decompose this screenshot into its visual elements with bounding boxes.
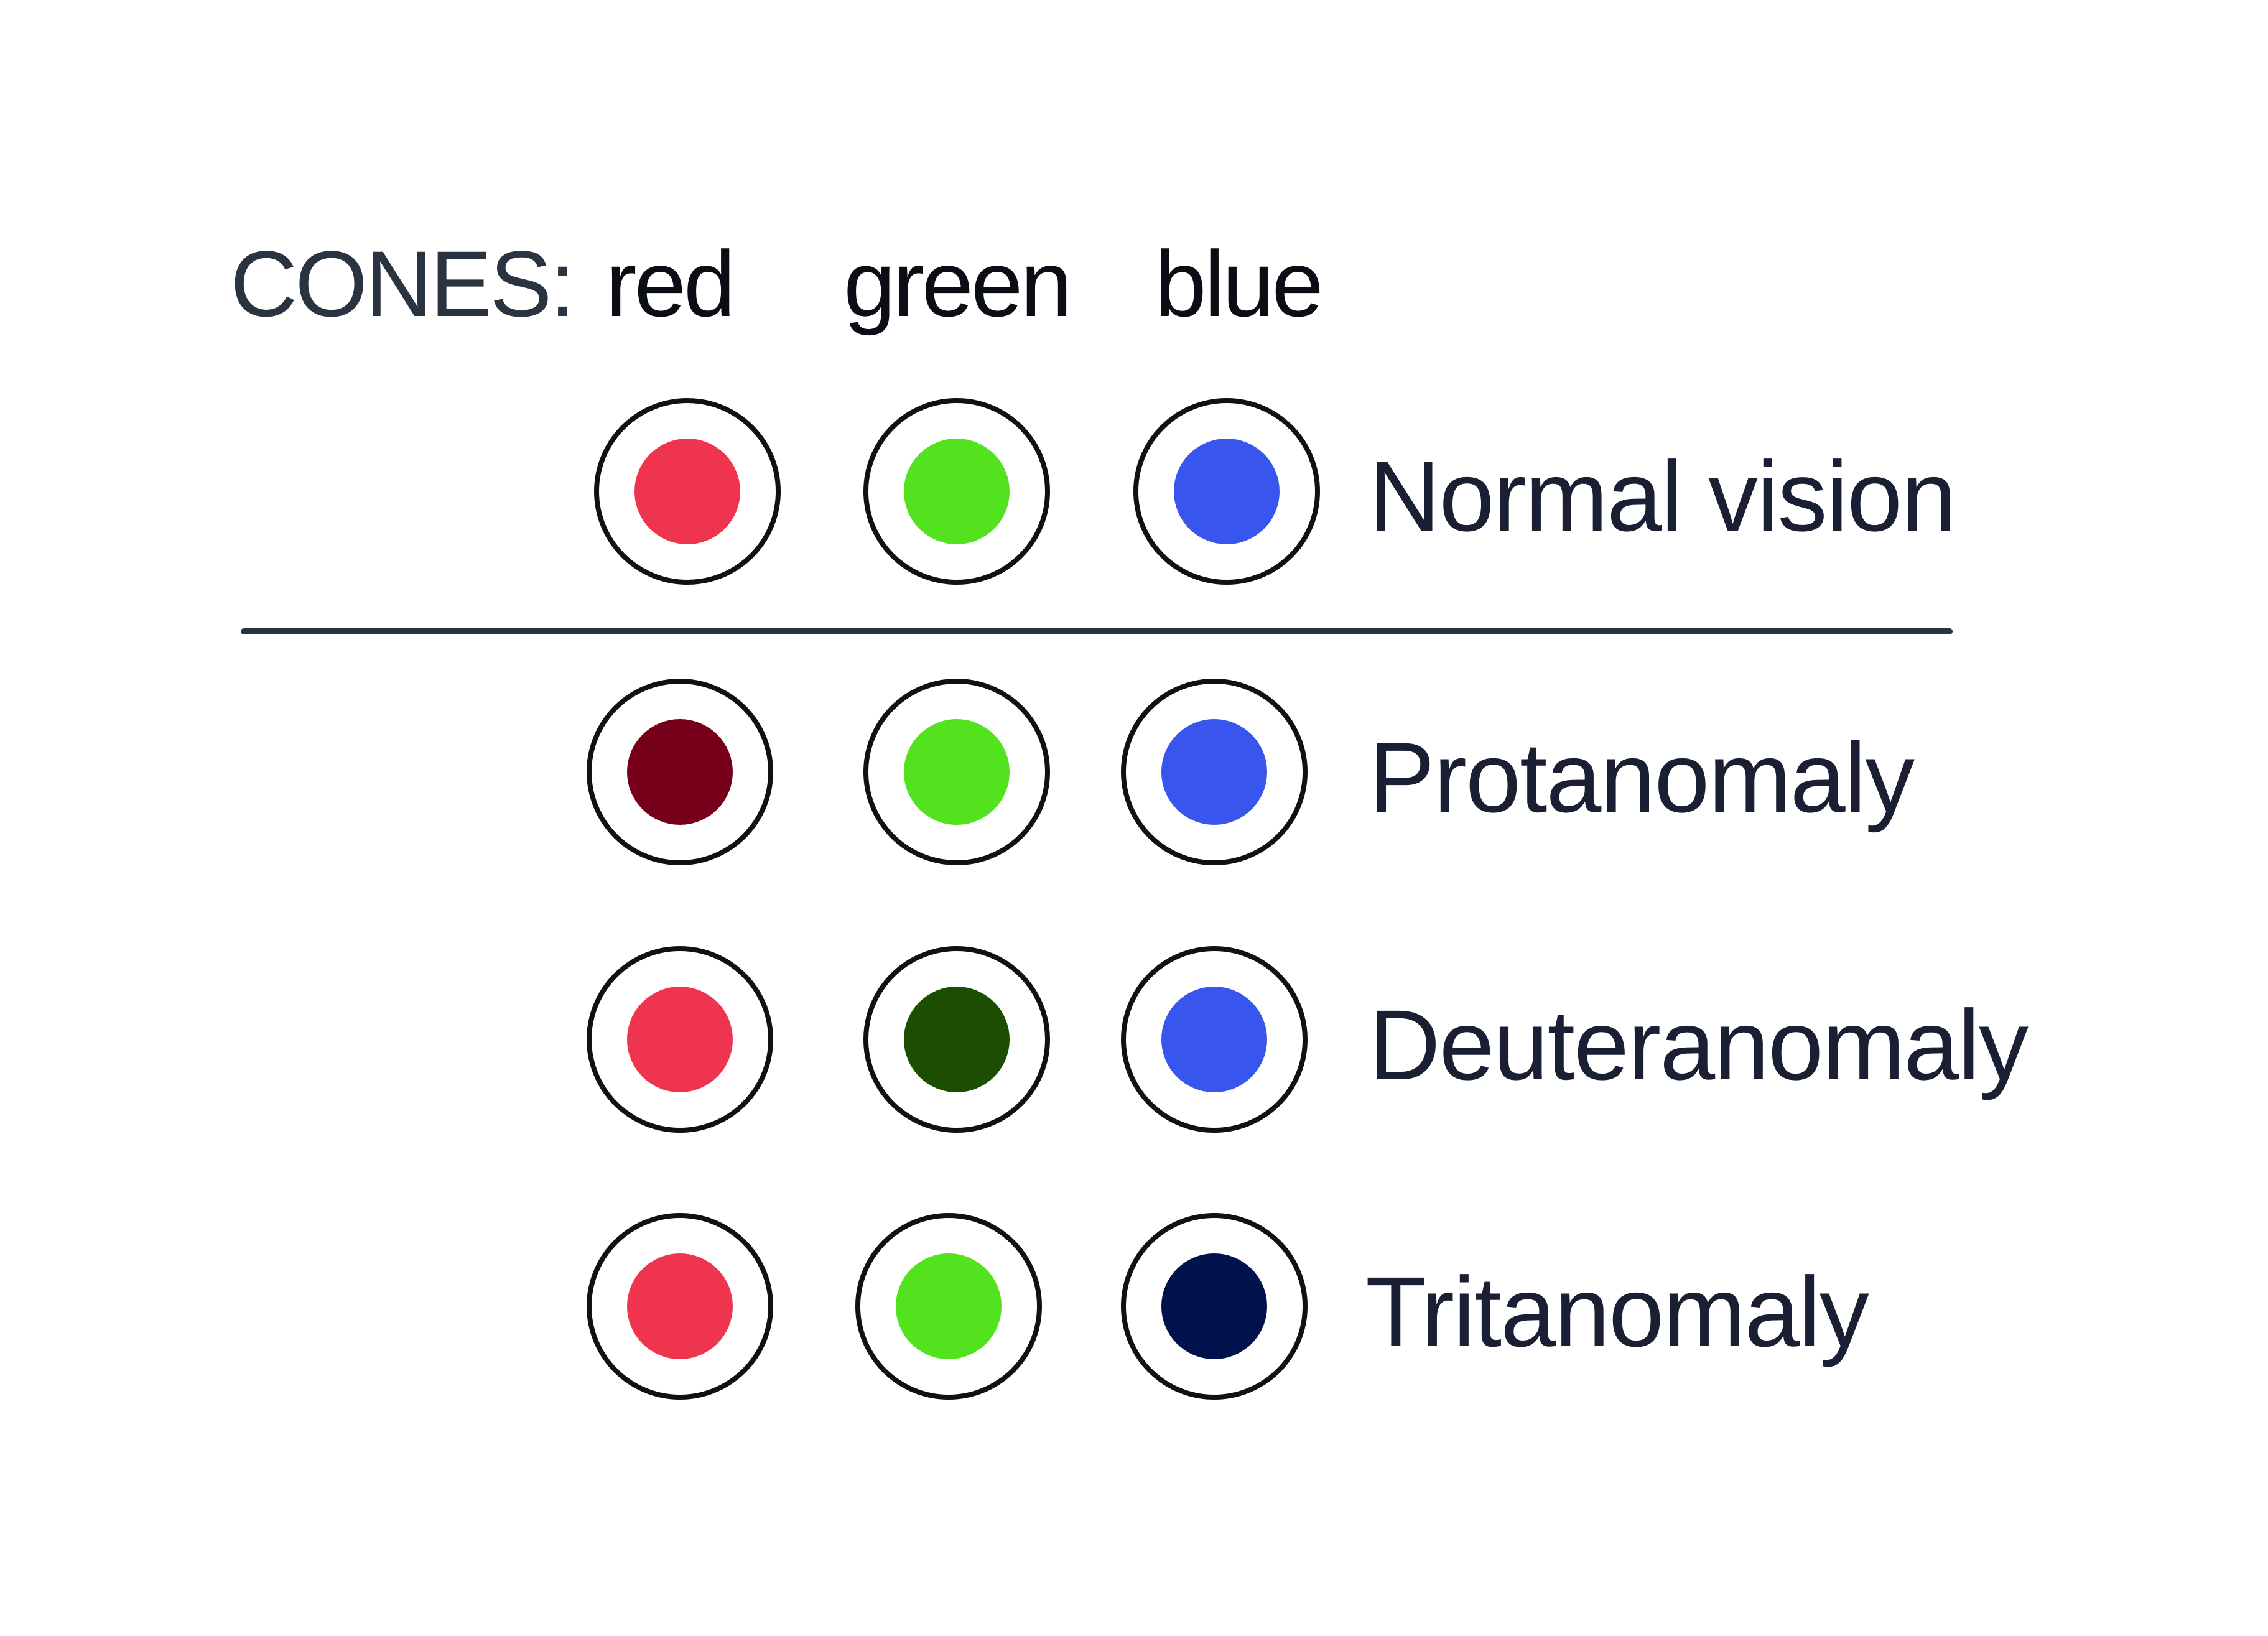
cones-header-label: CONES:: [230, 231, 573, 336]
cone-header-blue: blue: [1155, 231, 1321, 336]
cone-dot-green: [904, 439, 1010, 544]
row-tritanomaly: Tritanomaly: [587, 1213, 1871, 1400]
cone-dot-green: [896, 1253, 1002, 1359]
cone-dot-red: [634, 439, 740, 544]
row-label-deuteranomaly: Deuteranomaly: [1369, 989, 2029, 1100]
cone-dot-blue: [1161, 987, 1267, 1092]
row-label-tritanomaly: Tritanomaly: [1365, 1256, 1869, 1367]
row-deuteranomaly: Deuteranomaly: [587, 946, 2030, 1133]
cone-dot-red: [627, 719, 733, 825]
cone-dot-red: [627, 987, 733, 1092]
row-label-normal-vision: Normal vision: [1369, 440, 1955, 552]
row-protanomaly: Protanomaly: [587, 679, 1916, 865]
row-normal-vision: Normal vision: [594, 398, 1956, 585]
cone-dot-red: [627, 1253, 733, 1359]
row-label-protanomaly: Protanomaly: [1369, 722, 1915, 833]
cone-dot-blue: [1174, 439, 1280, 544]
cone-header-red: red: [606, 231, 733, 336]
cone-dot-blue: [1161, 719, 1267, 825]
cone-dot-green: [904, 719, 1010, 825]
cone-dot-blue: [1161, 1253, 1267, 1359]
cone-header-green: green: [844, 231, 1070, 336]
cone-dot-green: [904, 987, 1010, 1092]
